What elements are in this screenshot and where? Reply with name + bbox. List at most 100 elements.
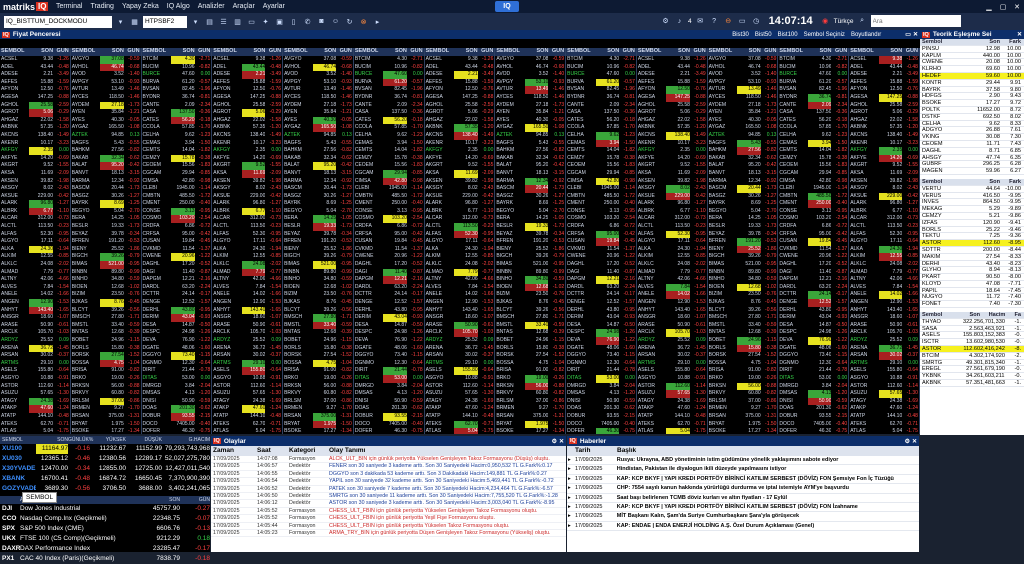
- price-row[interactable]: DITAS 53.00 0.00: [142, 375, 212, 383]
- price-row[interactable]: AYCES 118.50 -1.46: [71, 94, 141, 102]
- price-row[interactable]: ARASE 50.90 -0.61: [637, 322, 707, 330]
- price-row[interactable]: BASGZ 30.26 -1.27: [283, 193, 353, 201]
- table-row[interactable]: MAKIM 27.54 -8.33: [920, 254, 1024, 261]
- symbol-cell[interactable]: BRKSN: [708, 382, 726, 389]
- symbol-cell[interactable]: AFYON: [850, 86, 868, 93]
- star-icon[interactable]: ✦: [262, 18, 269, 26]
- symbol-cell[interactable]: BUCIM: [567, 63, 584, 70]
- symbol-cell[interactable]: BANVT: [284, 169, 301, 176]
- symbol-cell[interactable]: AYES: [284, 116, 298, 123]
- price-row[interactable]: AKFYE 14.20 -0.69: [0, 155, 70, 163]
- price-row[interactable]: AKENR 10.17 -3.23: [849, 140, 919, 148]
- symbol-cell[interactable]: BIGCH: [71, 253, 88, 260]
- price-row[interactable]: DESA 14.87 -0.50: [142, 322, 212, 330]
- symbol-cell[interactable]: ATEKS: [213, 420, 230, 427]
- price-row[interactable]: CRDFA 6.86 -0.72: [566, 223, 636, 231]
- world-row[interactable]: PX1 CAC 40 Index (Paris)(Geçikmeli) 7838.7…: [0, 554, 210, 564]
- symbol-cell[interactable]: AKSUE: [213, 192, 231, 199]
- symbol-cell[interactable]: BRLSM: [708, 397, 726, 404]
- price-row[interactable]: ATATP 144.10 -0.48: [212, 413, 282, 421]
- price-row[interactable]: ALFAS 52.30 -0.95: [425, 230, 495, 239]
- symbol-cell[interactable]: DAGI: [779, 268, 792, 275]
- symbol-cell[interactable]: CLEBI: [354, 185, 370, 192]
- symbol-cell[interactable]: ALTNY: [850, 276, 866, 283]
- price-row[interactable]: BFREN 191.20 -0.53: [283, 238, 353, 246]
- symbol-cell[interactable]: ARASE: [425, 321, 443, 328]
- symbol-cell[interactable]: AKFGY: [1, 147, 18, 154]
- symbol-cell[interactable]: ARENA: [1, 344, 19, 351]
- price-row[interactable]: AYGAZ 165.50 -1.08: [71, 124, 141, 132]
- price-row[interactable]: BRYAT 1.975 -1.50: [708, 421, 778, 429]
- price-row[interactable]: AYDEM 27.18 -1.73: [283, 102, 353, 110]
- price-row[interactable]: ATATP 144.10 -0.48: [0, 413, 70, 421]
- price-row[interactable]: BYDNR 36.74 -0.81: [354, 94, 424, 102]
- price-row[interactable]: CUSAN 19.84 -0.45: [778, 238, 848, 246]
- symbol-cell[interactable]: BORLS: [708, 344, 726, 351]
- price-row[interactable]: CEMTS 14.04 -1.82: [142, 147, 212, 155]
- symbol-cell[interactable]: AYEN: [708, 109, 722, 116]
- price-row[interactable]: AVTUR 13.49 -1.46: [283, 86, 353, 94]
- table-row[interactable]: BSOKE 17.27 9.72: [920, 100, 1024, 107]
- price-row[interactable]: ANELE 14.02 -1.66: [637, 291, 707, 299]
- symbol-cell[interactable]: AKSA: [850, 169, 864, 176]
- symbol-cell[interactable]: ASUZU: [1, 390, 18, 397]
- price-row[interactable]: BERA 14.25 -1.05: [71, 215, 141, 223]
- symbol-cell[interactable]: CELHA: [354, 131, 372, 138]
- symbol-cell[interactable]: ASTOR: [213, 382, 231, 389]
- price-row[interactable]: BVSAN 82.45 -1.96: [142, 86, 212, 94]
- symbol-cell[interactable]: ATAKP: [425, 405, 442, 412]
- symbol-cell[interactable]: AGHOL: [425, 101, 444, 108]
- symbol-cell[interactable]: AKFYE: [425, 154, 442, 161]
- table-row[interactable]: CELHA 9.62 8.33: [920, 121, 1024, 128]
- price-row[interactable]: BRSAN 375.00 -1.31: [71, 413, 141, 421]
- price-row[interactable]: AVPGY 53.10 -0.93: [71, 79, 141, 87]
- symbol-cell[interactable]: ADESE: [637, 71, 655, 78]
- symbol-cell[interactable]: CEMZY: [779, 154, 797, 161]
- price-row[interactable]: AZTEK 94.85 0.13: [283, 132, 353, 140]
- price-row[interactable]: DIRIT 21.44 -0.78: [778, 367, 848, 375]
- symbol-cell[interactable]: BERA: [496, 215, 510, 222]
- symbol-cell[interactable]: ALBRK: [1, 207, 18, 214]
- price-row[interactable]: BIZIM 23.50 -0.76: [495, 291, 565, 299]
- price-row[interactable]: DGNMO 12.30 -0.64: [354, 360, 424, 368]
- price-row[interactable]: CMENT 250.00 -0.40: [778, 200, 848, 208]
- price-row[interactable]: ALTNY 42.06 -4.66: [0, 276, 70, 284]
- iq-button[interactable]: IQ: [495, 1, 519, 12]
- price-row[interactable]: AGROT 5.06 -0.29: [212, 109, 282, 117]
- price-row[interactable]: AKGRT 9.52 -1.55: [849, 162, 919, 170]
- price-row[interactable]: AEFES 15.88 -1.59: [637, 79, 707, 87]
- symbol-cell[interactable]: BFREN: [284, 238, 302, 245]
- price-row[interactable]: AYEN 35.84 -1.21: [495, 109, 565, 117]
- price-row[interactable]: DMSAS 4.13 -1.20: [566, 390, 636, 398]
- pin-icon[interactable]: ▭: [905, 32, 911, 38]
- symbol-cell[interactable]: ALKLC: [850, 261, 867, 268]
- price-row[interactable]: AHGAZ 22.02 -1.58: [212, 117, 282, 125]
- table-row[interactable]: ASTOR 112.60 -8.95: [920, 240, 1024, 247]
- table-row[interactable]: VKING 30.08 7.30: [920, 134, 1024, 141]
- workspace-select[interactable]: IQ_BISTTUM_DOCKMODU: [4, 15, 112, 28]
- symbol-cell[interactable]: BFREN: [708, 238, 726, 245]
- symbol-cell[interactable]: ATLAS: [1, 428, 17, 434]
- price-row[interactable]: AVTUR 13.49 -1.46: [495, 86, 565, 94]
- symbol-cell[interactable]: AKENR: [213, 139, 231, 146]
- table-row[interactable]: HEDEF 59.60 10.00: [920, 72, 1024, 80]
- price-row[interactable]: ATAKP 47.60 -1.24: [637, 405, 707, 413]
- price-row[interactable]: COSMO 103.20 -2.54: [354, 215, 424, 224]
- symbol-cell[interactable]: BAKAB: [71, 154, 89, 161]
- price-row[interactable]: ALCAR 312.00 -0.73: [212, 215, 282, 223]
- price-row[interactable]: DOCO 7405.00 -0.40: [354, 421, 424, 429]
- price-row[interactable]: AKGRT 9.52 -1.55: [425, 162, 495, 170]
- symbol-cell[interactable]: DEVA: [567, 336, 581, 343]
- price-row[interactable]: BRISA 91.00 -0.82: [283, 367, 353, 375]
- symbol-cell[interactable]: CEMTS: [779, 147, 797, 154]
- price-row[interactable]: BRKSN 56.00 -0.88: [71, 383, 141, 391]
- symbol-cell[interactable]: ALCAR: [425, 215, 443, 222]
- price-row[interactable]: ARENA 36.72 -1.45: [637, 345, 707, 353]
- tab-sembol-seçiniz[interactable]: Sembol Seçiniz: [803, 31, 845, 38]
- price-row[interactable]: BAHKM 27.56 -0.82: [71, 147, 141, 155]
- price-row[interactable]: COSMO 103.20 -2.54: [142, 215, 212, 224]
- symbol-cell[interactable]: BRISA: [496, 367, 512, 374]
- symbol-cell[interactable]: ARCLK: [213, 329, 230, 336]
- symbol-cell[interactable]: DIRIT: [567, 367, 581, 374]
- symbol-cell[interactable]: ALARK: [850, 200, 867, 207]
